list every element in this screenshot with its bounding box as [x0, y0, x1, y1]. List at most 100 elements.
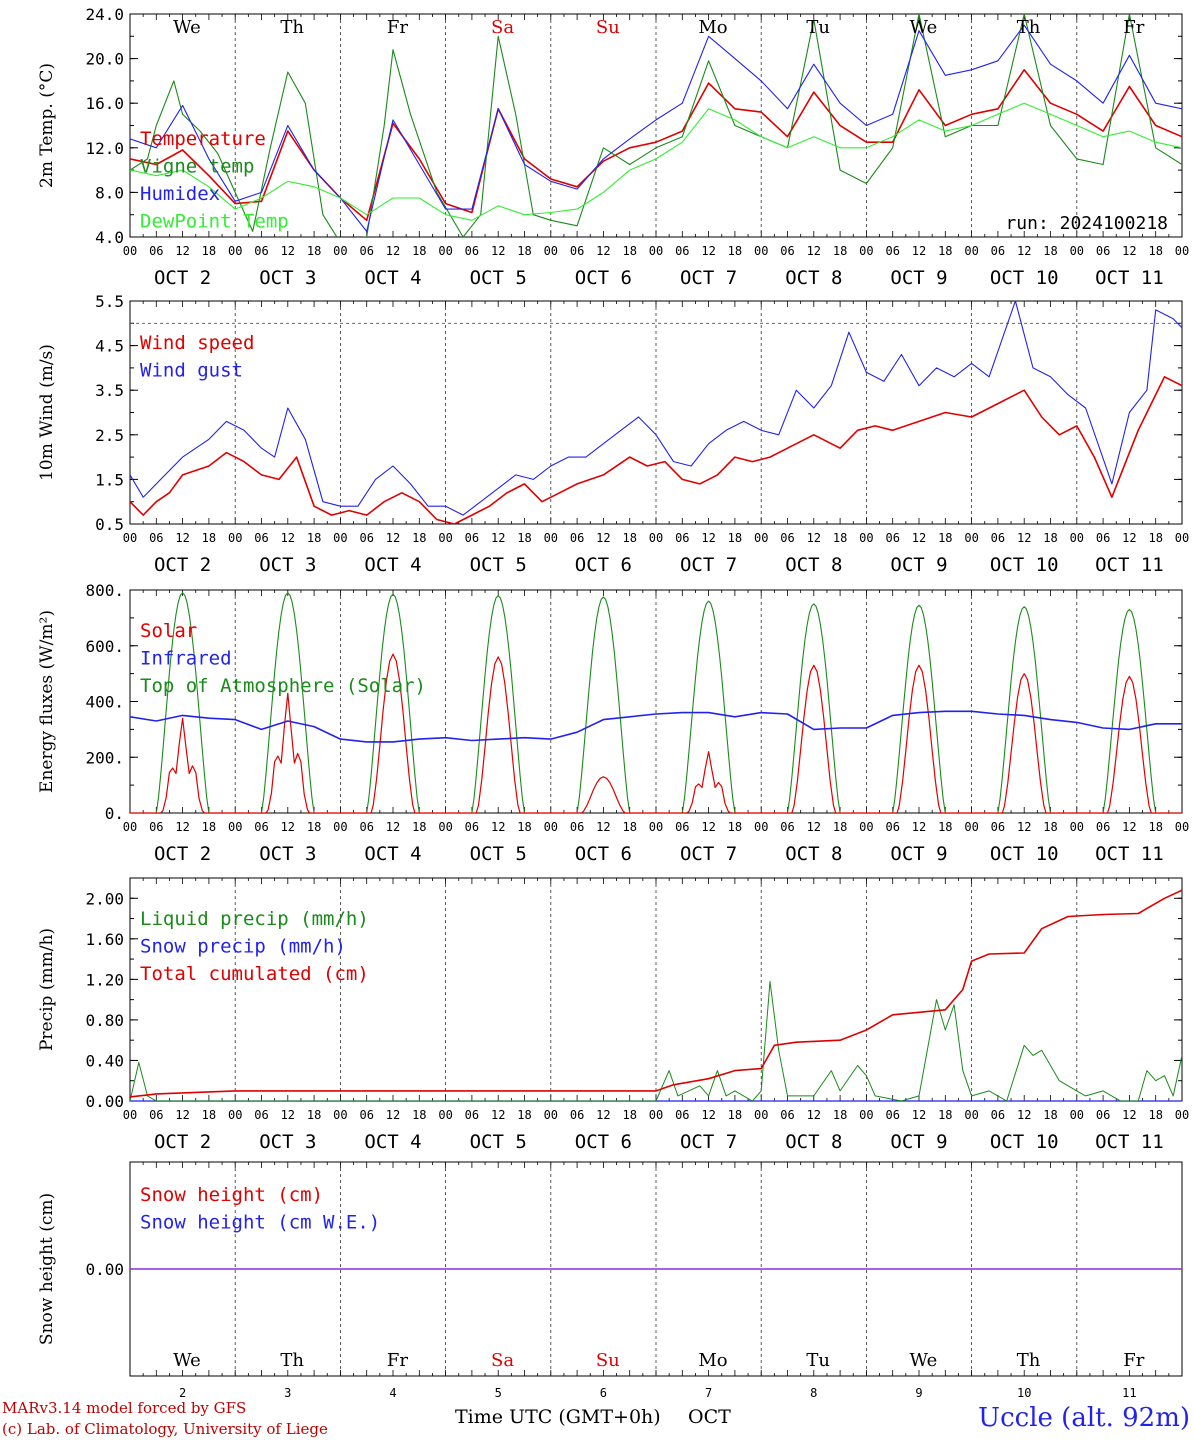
hour-tick-label: 18 — [307, 244, 321, 258]
hour-tick-label: 12 — [701, 531, 715, 545]
hour-tick-label: 00 — [123, 531, 137, 545]
bottom-day-name: Fr — [387, 1350, 408, 1371]
hour-tick-label: 18 — [1043, 820, 1057, 834]
legend-entry: Temperature — [140, 128, 266, 150]
hour-tick-label: 00 — [123, 820, 137, 834]
bottom-day-number: 11 — [1122, 1386, 1136, 1400]
y-tick-label: 600. — [85, 637, 124, 656]
y-tick-label: 1.5 — [95, 470, 124, 489]
hour-tick-label: 18 — [517, 820, 531, 834]
hour-tick-label: 06 — [885, 1108, 899, 1122]
hour-tick-label: 18 — [517, 1108, 531, 1122]
hour-tick-label: 12 — [386, 1108, 400, 1122]
day-name: Su — [596, 17, 620, 38]
hour-tick-label: 18 — [307, 820, 321, 834]
hour-tick-label: 12 — [1122, 820, 1136, 834]
hour-tick-label: 12 — [701, 1108, 715, 1122]
hour-tick-label: 18 — [517, 531, 531, 545]
hour-tick-label: 00 — [1175, 244, 1189, 258]
hour-tick-label: 06 — [991, 1108, 1005, 1122]
hour-tick-label: 12 — [386, 531, 400, 545]
hour-tick-label: 00 — [859, 244, 873, 258]
hour-tick-label: 06 — [675, 244, 689, 258]
bottom-day-number: 6 — [600, 1386, 607, 1400]
hour-tick-label: 00 — [964, 820, 978, 834]
date-label: OCT 8 — [785, 1131, 842, 1153]
y-tick-label: 0.00 — [85, 1092, 124, 1111]
hour-tick-label: 12 — [491, 244, 505, 258]
hour-tick-label: 00 — [964, 531, 978, 545]
y-tick-label: 0.5 — [95, 515, 124, 534]
date-label: OCT 2 — [154, 1131, 211, 1153]
date-label: OCT 9 — [890, 1131, 947, 1153]
date-label: OCT 5 — [470, 267, 527, 289]
day-name: Fr — [387, 17, 408, 38]
hour-tick-label: 12 — [1017, 1108, 1031, 1122]
hour-tick-label: 00 — [438, 1108, 452, 1122]
date-label: OCT 4 — [364, 267, 421, 289]
y-tick-label: 20.0 — [85, 50, 124, 69]
hour-tick-label: 12 — [912, 820, 926, 834]
bottom-day-name: Th — [280, 1350, 304, 1371]
bottom-day-name: Tu — [806, 1350, 830, 1371]
hour-tick-label: 00 — [754, 820, 768, 834]
bottom-day-name: Fr — [1123, 1350, 1144, 1371]
day-name: Th — [1017, 17, 1041, 38]
date-label: OCT 7 — [680, 267, 737, 289]
legend-entry: Top of Atmosphere (Solar) — [140, 675, 426, 697]
hour-tick-label: 12 — [491, 1108, 505, 1122]
hour-tick-label: 18 — [728, 1108, 742, 1122]
y-tick-label: 0.40 — [85, 1051, 124, 1070]
hour-tick-label: 18 — [728, 531, 742, 545]
hour-tick-label: 00 — [123, 1108, 137, 1122]
hour-tick-label: 06 — [991, 531, 1005, 545]
hour-tick-label: 12 — [912, 244, 926, 258]
y-tick-label: 12.0 — [85, 139, 124, 158]
y-tick-label: 4.0 — [95, 228, 124, 247]
hour-tick-label: 18 — [833, 1108, 847, 1122]
panel-snow: 0.00 Snow height (cm) Snow height (cm) Snow… — [37, 1161, 1183, 1377]
hour-tick-label: 06 — [465, 1108, 479, 1122]
hour-tick-label: 00 — [333, 820, 347, 834]
hour-tick-label: 12 — [175, 820, 189, 834]
y-tick-label: 0.80 — [85, 1011, 124, 1030]
hour-tick-label: 12 — [491, 531, 505, 545]
hour-tick-label: 00 — [649, 531, 663, 545]
date-label: OCT 11 — [1095, 554, 1164, 576]
hour-tick-label: 06 — [1096, 1108, 1110, 1122]
hour-tick-label: 18 — [1043, 531, 1057, 545]
station-label: Uccle (alt. 92m) — [978, 1403, 1190, 1433]
hour-tick-label: 18 — [1043, 1108, 1057, 1122]
hour-tick-label: 18 — [833, 244, 847, 258]
footer-lab: (c) Lab. of Climatology, University of L… — [2, 1420, 328, 1438]
hour-tick-label: 00 — [1070, 820, 1084, 834]
date-label: OCT 2 — [154, 843, 211, 865]
date-label: OCT 11 — [1095, 267, 1164, 289]
date-label: OCT 6 — [575, 554, 632, 576]
y-axis-label: 10m Wind (m/s) — [37, 344, 57, 481]
date-label: OCT 6 — [575, 843, 632, 865]
date-label: OCT 5 — [470, 554, 527, 576]
hour-tick-label: 06 — [149, 531, 163, 545]
day-name: Th — [280, 17, 304, 38]
hour-tick-label: 06 — [675, 1108, 689, 1122]
hour-tick-label: 06 — [465, 820, 479, 834]
hour-tick-label: 12 — [912, 1108, 926, 1122]
bottom-day-number: 5 — [495, 1386, 502, 1400]
series-group — [130, 889, 1182, 1101]
hour-tick-label: 18 — [833, 531, 847, 545]
legend-entry: Wind speed — [140, 332, 254, 354]
legend-entry: Snow height (cm W.E.) — [140, 1212, 380, 1234]
date-label: OCT 10 — [990, 267, 1059, 289]
hour-tick-label: 18 — [728, 244, 742, 258]
hour-tick-label: 00 — [333, 1108, 347, 1122]
series-wind-speed — [130, 375, 1182, 524]
day-name: Mo — [698, 17, 727, 38]
bottom-day-name: Mo — [698, 1350, 727, 1371]
hour-tick-label: 00 — [859, 531, 873, 545]
legend-entry: DewPoint Temp — [140, 211, 289, 233]
date-label: OCT 5 — [470, 1131, 527, 1153]
hour-tick-label: 18 — [938, 531, 952, 545]
